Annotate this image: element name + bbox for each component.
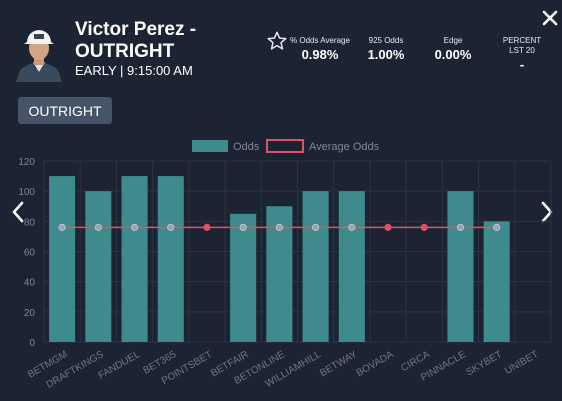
stat-label: % Odds Average (290, 36, 350, 45)
y-tick-label: 20 (24, 308, 36, 319)
average-odds-point (275, 223, 283, 231)
chevron-left-icon[interactable] (10, 200, 26, 224)
legend-label-average-odds: Average Odds (309, 141, 380, 153)
stat-925-odds: 925 Odds 1.00% (356, 36, 416, 63)
average-odds-point (130, 223, 139, 231)
player-name: Victor Perez - (75, 19, 197, 40)
x-tick-label: UNIBET (503, 349, 540, 377)
bar-fanduel (121, 176, 148, 342)
x-tick-label: SKYBET (464, 349, 504, 378)
bar-draftkings (85, 191, 112, 342)
close-icon[interactable] (541, 9, 559, 27)
stat-label: PERCENT LST 20 (502, 36, 542, 55)
y-tick-label: 80 (24, 217, 36, 228)
stat-odds-average: % Odds Average 0.98% (290, 36, 350, 63)
average-odds-point (348, 223, 356, 231)
average-odds-point (456, 223, 465, 231)
stat-label: 925 Odds (368, 36, 404, 45)
bar-betfair (230, 213, 257, 342)
star-icon[interactable] (266, 30, 288, 52)
y-tick-label: 120 (18, 157, 35, 168)
stat-percent-lst-20: PERCENT LST 20 - (496, 36, 548, 73)
stat-value: 0.00% (434, 47, 472, 62)
stat-value: 0.98% (301, 47, 339, 62)
y-tick-label: 40 (24, 278, 36, 289)
bar-betway (338, 191, 365, 342)
average-odds-point (94, 223, 102, 231)
x-tick-label: BETWAY (318, 349, 359, 379)
x-tick-label: BOVADA (355, 349, 396, 379)
bar-williamhill (302, 191, 329, 342)
average-odds-point (58, 223, 66, 231)
market-type: OUTRIGHT (75, 41, 175, 62)
avatar (14, 26, 64, 82)
average-odds-point (493, 223, 501, 231)
y-tick-label: 0 (29, 338, 35, 349)
bar-pinnacle (447, 191, 474, 342)
y-tick-label: 60 (24, 248, 36, 259)
average-odds-point (203, 223, 211, 231)
y-tick-label: 100 (18, 187, 35, 198)
average-odds-point (312, 223, 320, 231)
average-odds-point (384, 223, 392, 231)
bar-bet365 (157, 176, 184, 342)
stat-value: 1.00% (367, 47, 405, 62)
average-odds-point (167, 223, 175, 231)
stat-label: Edge (443, 36, 463, 45)
stat-value: - (519, 57, 525, 72)
market-outright-button[interactable]: OUTRIGHT (18, 97, 112, 124)
average-odds-point (420, 223, 428, 231)
bar-betmgm (49, 176, 76, 342)
legend-label-odds: Odds (233, 141, 260, 153)
legend-swatch-odds (192, 140, 228, 152)
bar-skybet (483, 221, 510, 342)
legend-swatch-average-odds (266, 139, 304, 153)
session-time: EARLY | 9:15:00 AM (75, 63, 193, 78)
odds-bar-chart: Odds Average Odds020406080100120BETMGMDRA… (18, 139, 552, 391)
average-odds-point (239, 223, 247, 231)
x-tick-label: FANDUEL (97, 349, 143, 382)
stat-edge: Edge 0.00% (423, 36, 483, 63)
